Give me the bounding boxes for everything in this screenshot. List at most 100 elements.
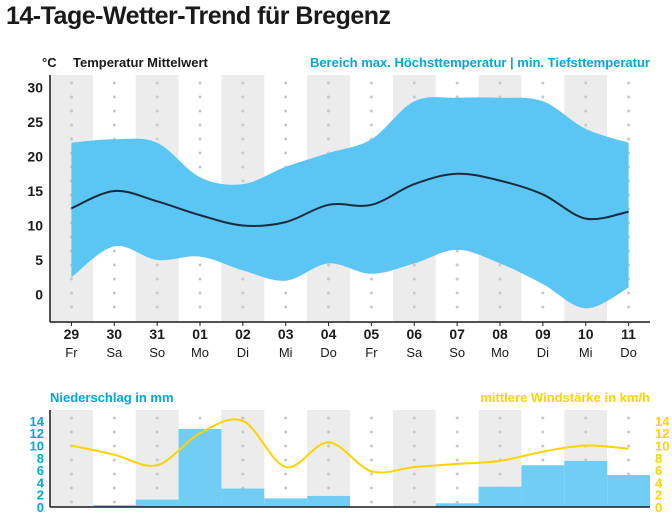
grid-dot: [241, 416, 245, 420]
grid-dot: [241, 95, 245, 99]
grid-dot: [584, 95, 588, 99]
grid-dot: [412, 458, 416, 462]
grid-dot: [155, 137, 159, 141]
x-tick-label-weekday: Di: [537, 345, 549, 360]
grid-dot: [198, 416, 202, 420]
grid-dot: [455, 249, 459, 253]
grid-dot: [241, 458, 245, 462]
grid-dot: [69, 458, 73, 462]
grid-dot: [541, 444, 545, 448]
grid-dot: [155, 472, 159, 476]
grid-dot: [369, 277, 373, 281]
grid-dot: [541, 95, 545, 99]
grid-dot: [69, 109, 73, 113]
precipitation-bar: [307, 495, 350, 507]
grid-dot: [498, 444, 502, 448]
grid-dot: [155, 291, 159, 295]
x-tick-label-weekday: Fr: [65, 345, 78, 360]
grid-dot: [327, 486, 331, 490]
legend-wind-speed: mittlere Windstärke in km/h: [480, 390, 650, 405]
grid-dot: [327, 444, 331, 448]
y-tick-label: 15: [27, 183, 43, 199]
y-tick-label: 25: [27, 114, 43, 130]
grid-dot: [241, 430, 245, 434]
grid-dot: [69, 472, 73, 476]
grid-dot: [198, 263, 202, 267]
precipitation-bar: [178, 428, 222, 507]
grid-dot: [112, 458, 116, 462]
grid-dot: [541, 291, 545, 295]
legend-temperature-range: Bereich max. Höchsttemperatur | min. Tie…: [310, 55, 650, 70]
unit-label: °C: [42, 55, 57, 70]
grid-dot: [241, 179, 245, 183]
grid-dot: [369, 430, 373, 434]
grid-dot: [69, 416, 73, 420]
grid-dot: [155, 263, 159, 267]
grid-dot: [284, 444, 288, 448]
legend-mean-temperature: Temperatur Mittelwert: [73, 55, 209, 70]
grid-dot: [498, 416, 502, 420]
grid-dot: [455, 291, 459, 295]
grid-dot: [455, 486, 459, 490]
grid-dot: [584, 458, 588, 462]
grid-dot: [198, 137, 202, 141]
grid-dot: [498, 81, 502, 85]
grid-dot: [155, 444, 159, 448]
grid-dot: [627, 430, 631, 434]
grid-dot: [112, 263, 116, 267]
grid-dot: [412, 263, 416, 267]
grid-dot: [627, 305, 631, 309]
grid-dot: [455, 416, 459, 420]
y-tick-label-precipitation: 2: [37, 488, 44, 503]
legend-precipitation: Niederschlag in mm: [50, 390, 174, 405]
x-tick-label-day: 02: [235, 326, 251, 342]
grid-dot: [284, 486, 288, 490]
grid-dot: [627, 472, 631, 476]
y-tick-label-wind: 0: [655, 500, 662, 515]
precipitation-bar: [221, 488, 265, 507]
y-tick-label-precipitation: 14: [30, 414, 45, 429]
precipitation-bar: [478, 486, 522, 507]
grid-dot: [112, 123, 116, 127]
grid-dot: [369, 500, 373, 504]
precipitation-bar: [607, 475, 650, 507]
grid-dot: [541, 81, 545, 85]
grid-dot: [369, 291, 373, 295]
grid-dot: [412, 472, 416, 476]
grid-dot: [112, 291, 116, 295]
grid-dot: [412, 486, 416, 490]
grid-dot: [369, 486, 373, 490]
grid-dot: [369, 458, 373, 462]
grid-dot: [327, 416, 331, 420]
x-tick-label-day: 09: [535, 326, 551, 342]
grid-dot: [584, 123, 588, 127]
grid-dot: [284, 137, 288, 141]
grid-dot: [498, 277, 502, 281]
grid-dot: [327, 472, 331, 476]
grid-dot: [412, 305, 416, 309]
grid-dot: [584, 81, 588, 85]
y-tick-label-precipitation: 12: [30, 426, 44, 441]
x-tick-label-weekday: Sa: [106, 345, 123, 360]
grid-dot: [69, 500, 73, 504]
x-tick-label-weekday: Mi: [279, 345, 293, 360]
grid-dot: [627, 95, 631, 99]
grid-dot: [69, 137, 73, 141]
precipitation-bar: [264, 498, 308, 507]
grid-dot: [155, 430, 159, 434]
x-tick-label-day: 01: [192, 326, 208, 342]
grid-dot: [498, 430, 502, 434]
grid-dot: [455, 81, 459, 85]
grid-dot: [241, 472, 245, 476]
grid-dot: [155, 486, 159, 490]
grid-dot: [155, 95, 159, 99]
grid-dot: [284, 291, 288, 295]
precipitation-bar: [92, 505, 136, 507]
grid-dot: [155, 458, 159, 462]
grid-dot: [455, 472, 459, 476]
grid-dot: [198, 165, 202, 169]
y-tick-label-wind: 2: [655, 488, 662, 503]
grid-dot: [498, 95, 502, 99]
grid-dot: [155, 305, 159, 309]
precipitation-bar: [135, 499, 179, 507]
